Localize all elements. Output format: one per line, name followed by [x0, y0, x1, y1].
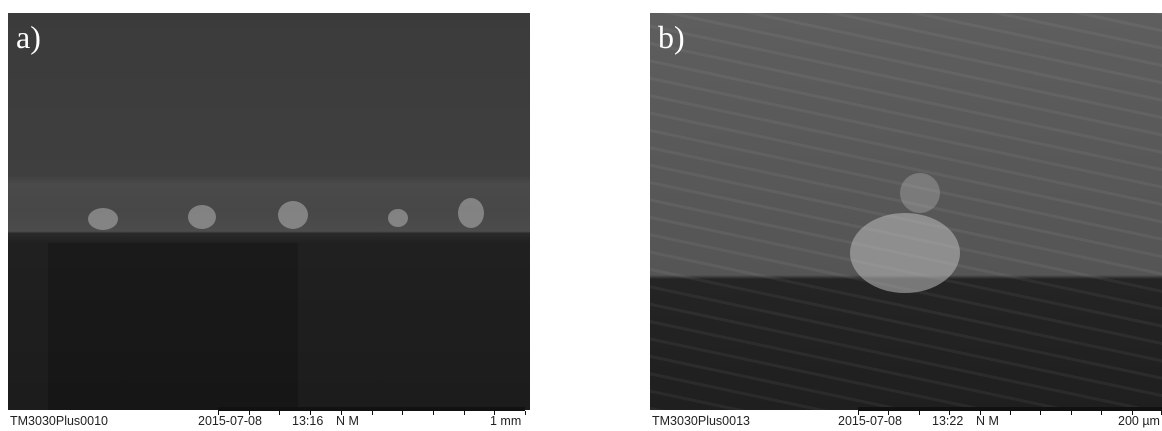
particles — [188, 205, 216, 229]
scale-bar — [218, 407, 525, 411]
scale-tick — [402, 411, 404, 415]
scale-tick — [279, 411, 281, 415]
particles — [88, 208, 118, 230]
particles — [388, 209, 408, 227]
scale-tick — [432, 411, 434, 415]
scale-tick — [1131, 411, 1133, 415]
scale-bar — [858, 407, 1162, 411]
mode: N M — [976, 414, 999, 428]
scale-tick — [310, 411, 312, 415]
micrograph-b: b) — [650, 13, 1162, 410]
image-id: TM3030Plus0013 — [652, 414, 750, 428]
particles — [850, 213, 960, 293]
time: 13:16 — [292, 414, 324, 428]
particles — [278, 201, 308, 229]
mode: N M — [336, 414, 359, 428]
image-id: TM3030Plus0010 — [10, 414, 108, 428]
micrograph-a: a) — [8, 13, 530, 410]
scale-tick — [494, 411, 496, 415]
panel-label: b) — [658, 19, 685, 55]
date: 2015-07-08 — [198, 414, 262, 428]
scale-tick — [888, 411, 890, 415]
shadow — [48, 243, 298, 410]
scale-tick — [949, 411, 951, 415]
scale-tick — [218, 411, 219, 415]
panel-label: a) — [16, 19, 41, 55]
scale-tick — [1101, 411, 1103, 415]
scale-tick — [1040, 411, 1042, 415]
scale-tick — [463, 411, 465, 415]
scale: 200 µm — [1118, 414, 1160, 428]
scale-tick — [918, 411, 920, 415]
scale: 1 mm — [490, 414, 522, 428]
scale-tick — [340, 411, 342, 415]
scale-tick — [371, 411, 373, 415]
particles — [900, 173, 940, 213]
scale-tick — [525, 411, 526, 415]
scale-tick — [248, 411, 250, 415]
scale-tick — [1010, 411, 1011, 415]
date: 2015-07-08 — [838, 414, 902, 428]
scale-tick — [858, 411, 859, 415]
time: 13:22 — [932, 414, 964, 428]
scale-tick — [1070, 411, 1072, 415]
scale-tick — [979, 411, 981, 415]
particles — [458, 198, 484, 228]
